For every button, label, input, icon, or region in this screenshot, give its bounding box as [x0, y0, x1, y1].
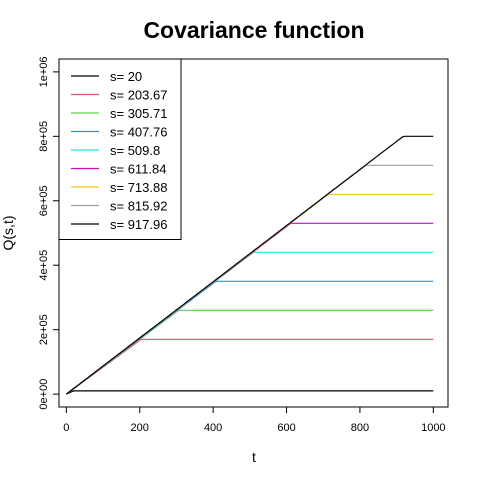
y-tick-label: 2e+05 [38, 314, 50, 345]
legend-label: s= 203.67 [110, 88, 167, 103]
legend-label: s= 917.96 [110, 217, 167, 232]
x-tick-label: 600 [277, 422, 295, 434]
x-tick-label: 0 [63, 422, 69, 434]
y-tick-label: 4e+05 [38, 250, 50, 281]
x-axis-label: t [252, 449, 256, 465]
series-line [65, 280, 434, 395]
y-tick-label: 8e+05 [38, 121, 50, 152]
x-tick-label: 200 [131, 422, 149, 434]
legend-label: s= 407.76 [110, 125, 167, 140]
y-axis: 0e+00 2e+05 4e+05 6e+05 8e+05 1e+06 [38, 56, 59, 410]
legend-box [58, 58, 182, 240]
y-tick-label: 1e+06 [38, 56, 50, 87]
legend-label: s= 509.8 [110, 143, 160, 158]
x-tick-label: 1000 [421, 422, 445, 434]
legend-label: s= 713.88 [110, 180, 167, 195]
x-tick-label: 800 [351, 422, 369, 434]
x-axis: 0 200 400 600 800 1000 [63, 407, 446, 434]
legend: s= 20 s= 203.67 s= 305.71 s= 407.76 s= 509.8… [58, 58, 182, 240]
legend-label: s= 611.84 [110, 162, 167, 177]
x-tick-label: 400 [204, 422, 222, 434]
y-tick-label: 0e+00 [38, 379, 50, 410]
y-axis-label: Q(s,t) [0, 216, 16, 251]
series-line [65, 135, 434, 395]
legend-label: s= 815.92 [110, 199, 167, 214]
series-line [65, 251, 434, 395]
series-line [65, 222, 434, 395]
series-lines [65, 135, 434, 395]
legend-label: s= 20 [110, 69, 142, 84]
series-line [65, 338, 434, 395]
chart-title: Covariance function [143, 17, 364, 43]
legend-label: s= 305.71 [110, 106, 167, 121]
series-line [66, 390, 434, 395]
y-tick-label: 6e+05 [38, 185, 50, 216]
